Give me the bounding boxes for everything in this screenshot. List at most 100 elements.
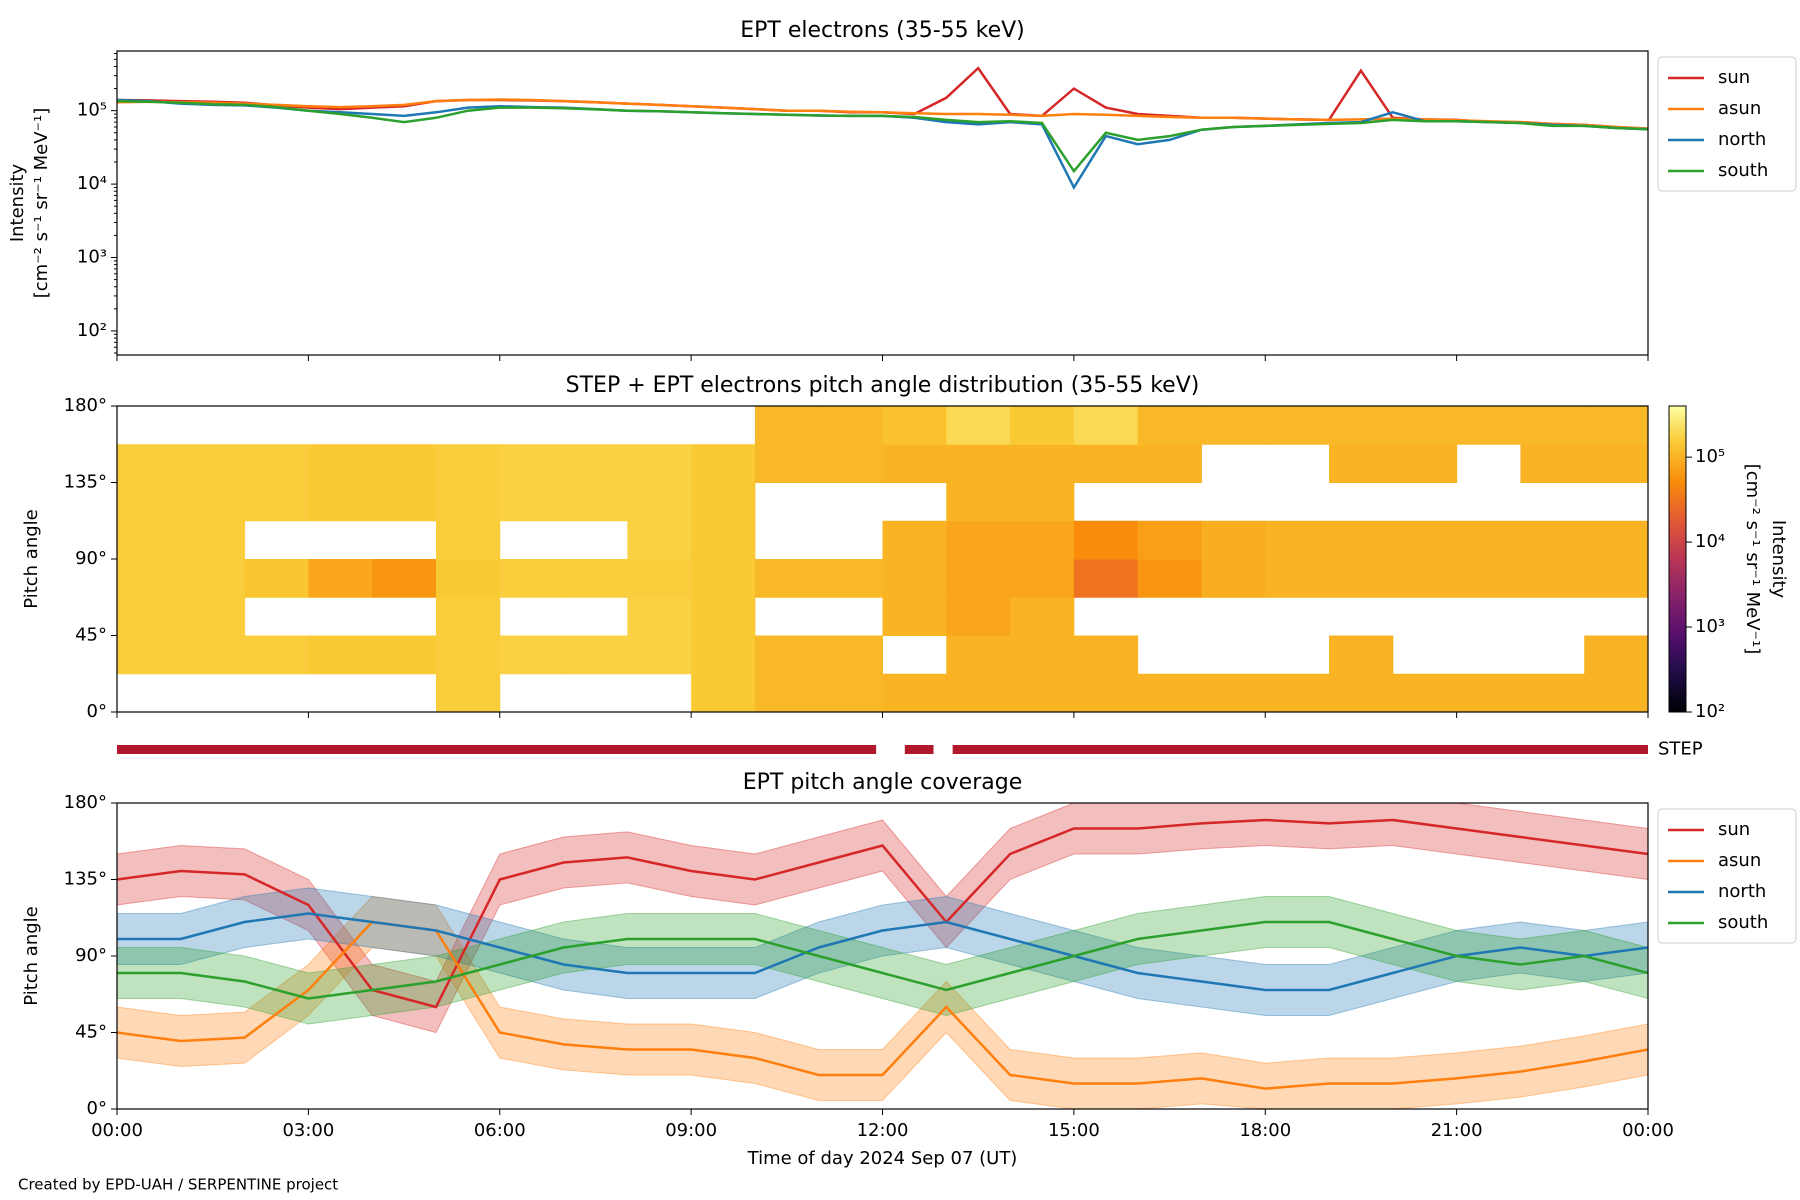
heat-cell: [1073, 635, 1139, 675]
y-axis-label: Intensity: [7, 163, 28, 242]
legend-label: south: [1718, 912, 1768, 933]
heat-cell: [1456, 559, 1521, 598]
heat-cell: [372, 482, 437, 522]
heat-cell: [1329, 406, 1394, 445]
heat-cell: [627, 597, 692, 636]
heat-cell: [244, 482, 309, 522]
plot-area: [117, 803, 1648, 1109]
heat-cell: [627, 520, 692, 560]
heat-cell: [627, 482, 692, 522]
heat-cell: [1137, 673, 1202, 712]
heat-cell: [691, 635, 756, 675]
heat-cell: [946, 559, 1011, 598]
x-tick-label: 15:00: [1048, 1120, 1100, 1141]
heat-cell: [818, 406, 883, 445]
heat-cell: [1010, 559, 1075, 598]
heat-cell: [435, 597, 501, 636]
heat-cell: [563, 559, 628, 598]
heat-cell: [117, 559, 182, 598]
legend-label: sun: [1718, 67, 1750, 88]
heat-cell: [435, 559, 501, 598]
heat-cell: [1584, 444, 1648, 483]
y-tick-label: 180°: [64, 792, 107, 813]
x-tick-label: 09:00: [665, 1120, 717, 1141]
heat-cell: [435, 482, 501, 522]
y-axis-label: Pitch angle: [21, 509, 42, 608]
timeline-label: STEP: [1658, 739, 1703, 760]
heat-cell: [1010, 406, 1075, 445]
heat-cell: [882, 597, 947, 636]
heat-cell: [435, 444, 501, 483]
heat-cell: [499, 559, 565, 598]
heat-cell: [691, 482, 756, 522]
heat-cell: [627, 559, 692, 598]
heat-cell: [1073, 559, 1139, 598]
x-tick-label: 18:00: [1239, 1120, 1291, 1141]
heat-cell: [117, 635, 182, 675]
y-tick-label: 0°: [87, 701, 107, 722]
series-band: [117, 887, 1648, 1016]
heat-cell: [1265, 520, 1330, 560]
heat-cell: [1392, 559, 1458, 598]
series-line: [117, 99, 1648, 174]
heat-cell: [244, 635, 309, 675]
y-tick-label: 45°: [75, 625, 107, 646]
heat-cell: [1520, 520, 1585, 560]
legend-box: [1657, 808, 1797, 944]
series-line: [117, 912, 1648, 992]
heat-cell: [1010, 597, 1075, 636]
heat-cell: [818, 444, 883, 483]
heat-cell: [754, 673, 820, 712]
coverage-bar: [952, 745, 1648, 754]
heat-cell: [1456, 673, 1521, 712]
plot-area: [117, 406, 1648, 712]
series-band: [117, 896, 1648, 1025]
heat-cell: [1584, 559, 1648, 598]
legend-label: asun: [1718, 850, 1761, 871]
heat-cell: [1265, 673, 1330, 712]
colorbar-tick-label: 10⁵: [1695, 446, 1725, 467]
heat-cell: [754, 444, 820, 483]
heat-cell: [691, 444, 756, 483]
heat-cell: [563, 482, 628, 522]
heat-cell: [1584, 406, 1648, 445]
heat-cell: [1584, 673, 1648, 712]
footer: Created by EPD-UAH / SERPENTINE project: [18, 1176, 338, 1194]
heat-cell: [1201, 520, 1266, 560]
legend-label: sun: [1718, 819, 1750, 840]
heat-cell: [754, 635, 820, 675]
legend-label: south: [1718, 160, 1768, 181]
heat-cell: [946, 406, 1011, 445]
heat-cell: [627, 635, 692, 675]
heat-cell: [180, 520, 246, 560]
heat-cell: [1584, 635, 1648, 675]
heat-cell: [1329, 520, 1394, 560]
y-tick-label: 90°: [75, 945, 107, 966]
heat-cell: [499, 444, 565, 483]
heat-cell: [435, 673, 501, 712]
heat-cell: [1456, 406, 1521, 445]
heat-cell: [946, 635, 1011, 675]
heat-cell: [1073, 444, 1139, 483]
heat-cell: [308, 559, 373, 598]
series-line: [117, 98, 1648, 130]
y-axis-label: [cm⁻² s⁻¹ sr⁻¹ MeV⁻¹]: [31, 108, 52, 299]
legend-box: [1657, 56, 1797, 192]
coverage-bar: [117, 745, 877, 754]
heat-cell: [1329, 635, 1394, 675]
y-tick-label: 10²: [77, 320, 107, 341]
coverage-bar: [904, 745, 934, 754]
heat-cell: [818, 559, 883, 598]
y-tick-label: 10³: [77, 247, 107, 268]
heat-cell: [818, 635, 883, 675]
heat-cell: [754, 406, 820, 445]
heat-cell: [308, 444, 373, 483]
legend-label: asun: [1718, 98, 1761, 119]
heat-cell: [1201, 559, 1266, 598]
colorbar-label: [cm⁻² s⁻¹ sr⁻¹ MeV⁻¹]: [1742, 464, 1763, 655]
heat-cell: [563, 444, 628, 483]
heat-cell: [1137, 559, 1202, 598]
heat-cell: [1137, 406, 1202, 445]
heat-cell: [691, 520, 756, 560]
